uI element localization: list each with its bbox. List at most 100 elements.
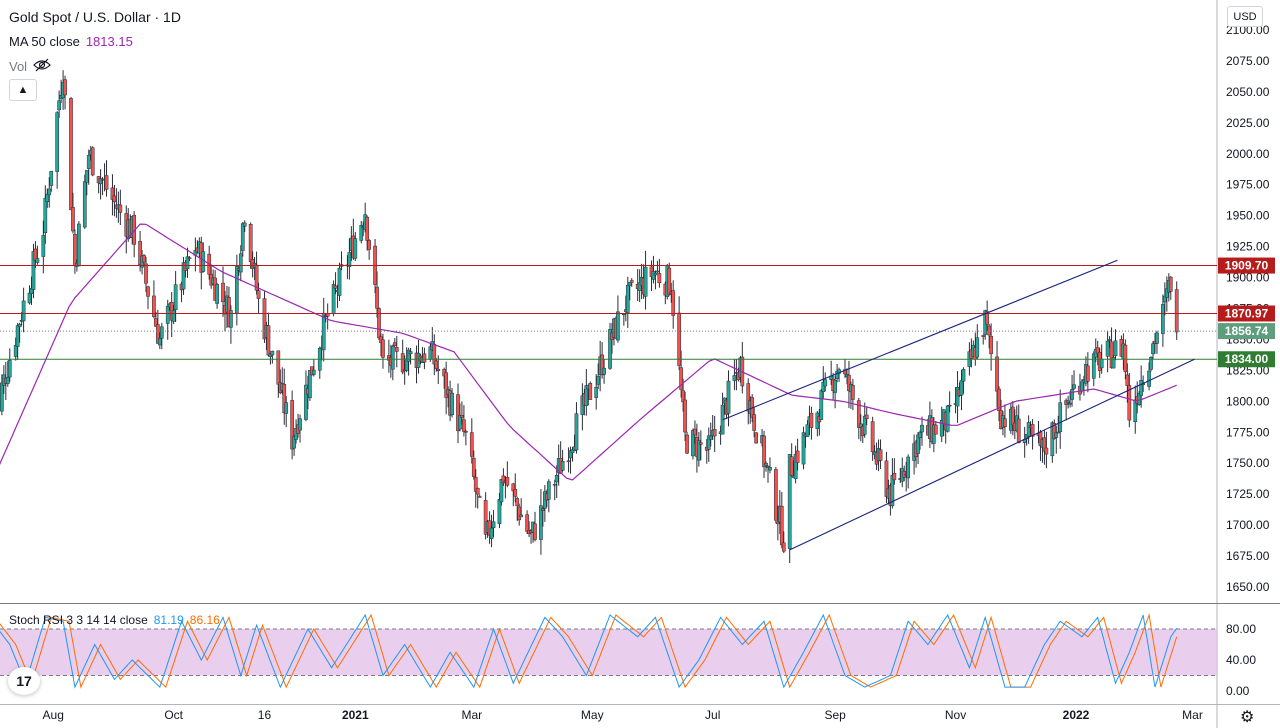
candle-body bbox=[726, 380, 731, 414]
candle-body bbox=[1123, 344, 1128, 373]
candle-body bbox=[1149, 357, 1153, 370]
candle-body bbox=[801, 432, 806, 465]
price-level-label: 1856.74 bbox=[1225, 324, 1269, 338]
candle-body bbox=[499, 479, 504, 503]
price-tick-label: 1725.00 bbox=[1226, 487, 1270, 501]
candle-body bbox=[1139, 379, 1144, 396]
candle-body bbox=[1030, 424, 1035, 437]
symbol-title: Gold Spot / U.S. Dollar · 1D bbox=[9, 9, 181, 25]
tradingview-logo[interactable]: 17 bbox=[8, 667, 40, 695]
price-level-badge bbox=[1218, 351, 1275, 368]
candle-body bbox=[833, 380, 837, 393]
candle-body bbox=[1091, 353, 1096, 379]
candle-body bbox=[570, 449, 575, 453]
candle-body bbox=[1086, 365, 1090, 382]
candle-body bbox=[49, 170, 54, 186]
eye-off-icon[interactable] bbox=[33, 58, 51, 75]
candle-body bbox=[365, 216, 370, 241]
candle-body bbox=[655, 270, 660, 273]
price-level-label: 1870.97 bbox=[1225, 306, 1269, 320]
candle-body bbox=[985, 311, 990, 325]
stoch-d-line bbox=[0, 613, 1178, 689]
candle-body bbox=[878, 449, 883, 461]
candle-body bbox=[1072, 384, 1076, 389]
candle-body bbox=[471, 457, 476, 477]
candle-body bbox=[1003, 418, 1007, 428]
candle-body bbox=[602, 367, 606, 375]
currency-selector[interactable]: USD bbox=[1227, 6, 1263, 27]
candle-body bbox=[489, 527, 494, 539]
candle-body bbox=[671, 290, 676, 316]
stoch-tick-label: 80.00 bbox=[1226, 622, 1256, 636]
candle-body bbox=[621, 313, 626, 316]
candle-body bbox=[1026, 422, 1031, 437]
price-tick-label: 1800.00 bbox=[1226, 394, 1270, 408]
gear-icon[interactable]: ⚙ bbox=[1240, 709, 1255, 726]
candle-body bbox=[1111, 357, 1116, 369]
candle-body bbox=[408, 351, 413, 354]
collapse-legend-button[interactable]: ▲ bbox=[9, 79, 37, 101]
candle-body bbox=[625, 284, 630, 313]
candle-body bbox=[165, 306, 170, 324]
candle-body bbox=[653, 273, 658, 276]
candle-body bbox=[643, 266, 648, 297]
channel-trendline bbox=[722, 259, 1118, 421]
candle-body bbox=[31, 251, 36, 290]
candle-body bbox=[1016, 418, 1021, 444]
candle-body bbox=[708, 435, 713, 440]
candle-body bbox=[1105, 340, 1110, 357]
candle-body bbox=[779, 505, 784, 546]
candle-body bbox=[13, 345, 18, 357]
time-tick-label: Jul bbox=[705, 708, 720, 722]
candle-body bbox=[434, 360, 439, 369]
price-tick-label: 1750.00 bbox=[1226, 456, 1270, 470]
candle-body bbox=[945, 405, 950, 432]
candle-body bbox=[851, 384, 855, 400]
time-tick-label: Mar bbox=[461, 708, 482, 722]
candle-body bbox=[947, 404, 952, 407]
candle-body bbox=[57, 100, 61, 111]
stoch-tick-label: 0.00 bbox=[1226, 684, 1250, 698]
candle-body bbox=[1127, 385, 1132, 421]
candle-body bbox=[460, 414, 464, 418]
candle-body bbox=[657, 273, 662, 284]
candle-body bbox=[248, 223, 253, 262]
candle-body bbox=[629, 280, 634, 283]
candle-body bbox=[933, 424, 938, 435]
price-tick-label: 1950.00 bbox=[1226, 209, 1270, 223]
candle-body bbox=[1080, 381, 1084, 392]
price-level-label: 1834.00 bbox=[1225, 352, 1269, 366]
price-tick-label: 1675.00 bbox=[1226, 549, 1270, 563]
candle-body bbox=[1155, 332, 1159, 344]
candle-body bbox=[308, 370, 312, 399]
time-tick-label: 2021 bbox=[342, 708, 369, 722]
candle-body bbox=[234, 266, 239, 314]
candle-body bbox=[240, 223, 245, 251]
candle-body bbox=[0, 382, 4, 412]
candle-body bbox=[594, 386, 599, 398]
ma-legend: MA 50 close 1813.15 bbox=[9, 34, 133, 49]
candle-body bbox=[394, 347, 399, 352]
candle-body bbox=[975, 337, 980, 358]
candle-body bbox=[823, 379, 828, 387]
time-tick-label: Mar bbox=[1182, 708, 1203, 722]
candle-body bbox=[574, 413, 579, 451]
candle-body bbox=[699, 442, 703, 445]
time-tick-label: 16 bbox=[258, 708, 272, 722]
ma-value: 1813.15 bbox=[85, 34, 133, 49]
candle-body bbox=[284, 402, 289, 414]
candle-body bbox=[337, 267, 342, 296]
stoch-rsi-label: Stoch RSI 3 3 14 14 close bbox=[9, 613, 148, 627]
candle-body bbox=[256, 290, 261, 299]
candle-body bbox=[519, 514, 524, 518]
candle-body bbox=[462, 419, 466, 432]
candle-body bbox=[35, 258, 40, 263]
price-level-badge bbox=[1218, 323, 1275, 340]
candle-body bbox=[774, 469, 778, 521]
price-tick-label: 2075.00 bbox=[1226, 54, 1270, 68]
time-tick-label: Aug bbox=[43, 708, 64, 722]
time-tick-label: May bbox=[581, 708, 604, 722]
candle-body bbox=[809, 412, 814, 428]
candle-body bbox=[262, 298, 267, 340]
